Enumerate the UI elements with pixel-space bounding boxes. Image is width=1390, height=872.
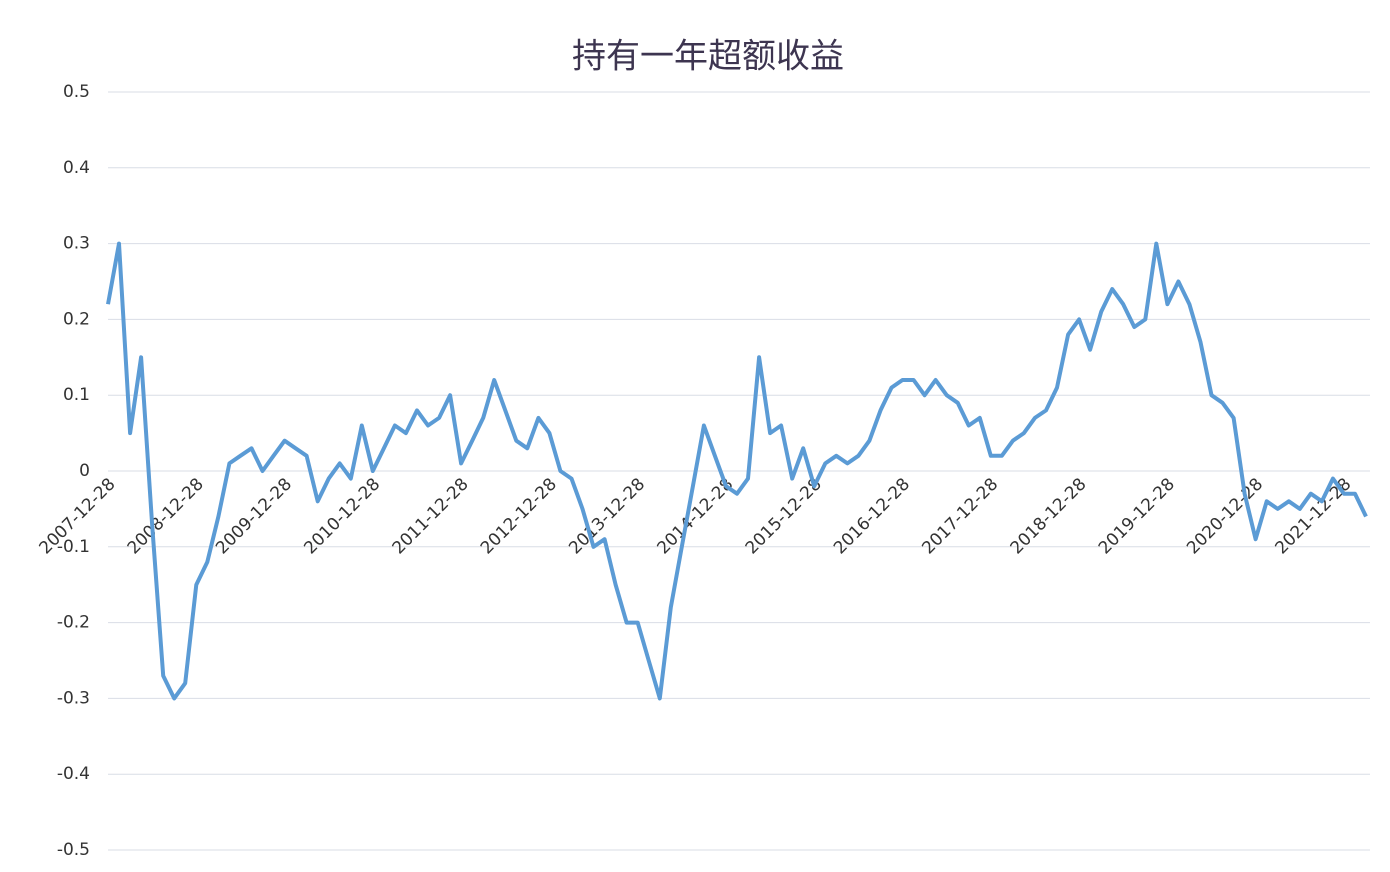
y-tick-label: 0: [79, 461, 90, 481]
x-tick-label: 2012-12-28: [477, 474, 561, 558]
y-tick-label: -0.2: [57, 613, 90, 633]
x-tick-label: 2008-12-28: [124, 474, 208, 558]
x-tick-label: 2020-12-28: [1183, 474, 1267, 558]
y-tick-label: -0.5: [57, 840, 90, 860]
x-tick-label: 2011-12-28: [389, 474, 473, 558]
y-tick-label: 0.4: [63, 158, 90, 178]
x-tick-label: 2017-12-28: [918, 474, 1002, 558]
y-tick-label: 0.5: [63, 82, 90, 102]
y-tick-label: -0.3: [57, 688, 90, 708]
y-tick-label: -0.4: [57, 764, 90, 784]
y-tick-label: 0.3: [63, 234, 90, 254]
y-tick-label: 0.1: [63, 385, 90, 405]
data-line: [106, 241, 1368, 701]
x-tick-label: 2021-12-28: [1271, 474, 1355, 558]
y-tick-label: 0.2: [63, 309, 90, 329]
chart-title: 持有一年超额收益: [572, 37, 844, 77]
x-tick-label: 2018-12-28: [1007, 474, 1091, 558]
x-tick-label: 2016-12-28: [830, 474, 914, 558]
x-tick-label: 2019-12-28: [1095, 474, 1179, 558]
y-tick-label: -0.1: [57, 537, 90, 557]
